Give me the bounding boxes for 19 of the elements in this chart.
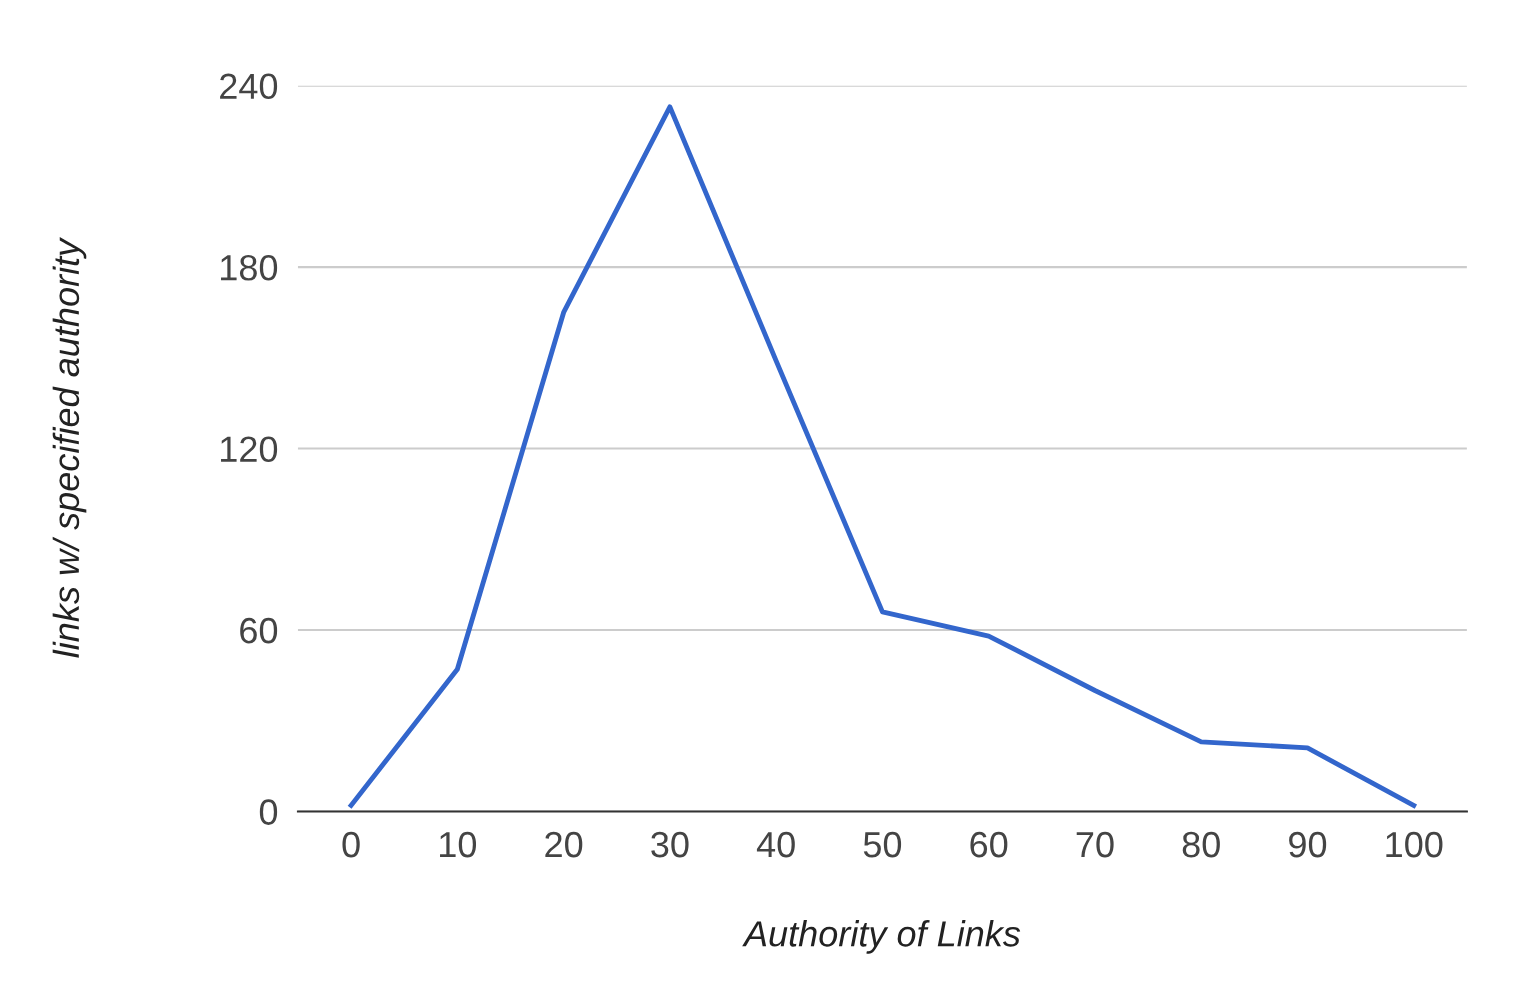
y-tick-label: 0 — [259, 799, 278, 825]
x-tick-label: 10 — [440, 831, 477, 858]
y-tick-label: 240 — [220, 73, 278, 100]
x-axis-title: Authority of Links — [742, 920, 1021, 954]
x-tick-label: 20 — [545, 831, 583, 858]
y-axis-title: links w/ specified authority — [52, 237, 87, 658]
x-tick-label: 0 — [342, 831, 360, 858]
x-tick-label: 90 — [1289, 831, 1327, 858]
y-tick-label: 60 — [240, 617, 278, 644]
x-tick-label: 100 — [1386, 831, 1443, 858]
line-series — [348, 104, 1417, 808]
x-tick-label: 40 — [756, 831, 795, 858]
x-tick-label: 70 — [1076, 831, 1114, 858]
x-tick-label: 50 — [863, 831, 902, 858]
x-tick-label: 80 — [1182, 831, 1220, 858]
x-tick-label: 30 — [651, 831, 689, 858]
x-tick-label: 60 — [970, 831, 1008, 858]
y-tick-label: 120 — [221, 436, 278, 462]
y-tick-label: 180 — [221, 254, 278, 281]
